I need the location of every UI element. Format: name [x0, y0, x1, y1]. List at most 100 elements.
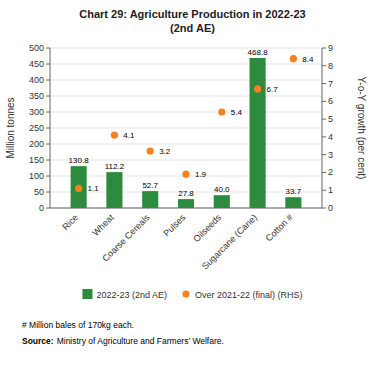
- category-label: Coarse Cereals: [100, 212, 152, 264]
- dot: [111, 132, 118, 139]
- tick-label: 6: [328, 96, 333, 106]
- tick-label: 400: [29, 75, 44, 85]
- tick-mark: [46, 64, 50, 65]
- bar: [214, 195, 230, 208]
- axis-label: Million tonnes: [5, 97, 16, 158]
- dot: [218, 108, 225, 115]
- grid-line: [50, 128, 322, 129]
- tick-label: 7: [328, 79, 333, 89]
- grid-line: [50, 96, 322, 97]
- data-label: 3.2: [159, 147, 171, 156]
- tick-label: 2: [328, 167, 333, 177]
- tick-mark: [46, 96, 50, 97]
- tick-mark: [46, 208, 50, 209]
- tick-mark: [322, 172, 326, 173]
- tick-mark: [322, 83, 326, 84]
- legend-label: Over 2021-22 (final) (RHS): [195, 290, 303, 300]
- axis-line: [322, 48, 323, 208]
- annotation: # Million bales of 170kg each.: [22, 320, 134, 330]
- tick-label: 150: [29, 155, 44, 165]
- annotation-text: Ministry of Agriculture and Farmers’ Wel…: [57, 336, 224, 346]
- grid-line: [50, 80, 322, 81]
- tick-mark: [322, 136, 326, 137]
- tick-mark: [46, 48, 50, 49]
- annotation: Source:Ministry of Agriculture and Farme…: [22, 336, 224, 346]
- data-label: 27.8: [178, 189, 194, 198]
- dot: [182, 171, 189, 178]
- data-label: 33.7: [286, 187, 302, 196]
- dot: [75, 185, 82, 192]
- legend-item: Over 2021-22 (final) (RHS): [182, 290, 302, 300]
- tick-label: 9: [328, 43, 333, 53]
- tick-mark: [46, 144, 50, 145]
- tick-mark: [322, 65, 326, 66]
- grid-line: [50, 64, 322, 65]
- tick-mark: [322, 208, 326, 209]
- tick-mark: [46, 112, 50, 113]
- legend-symbol: [82, 289, 92, 299]
- chart: Chart 29: Agriculture Production in 2022…: [0, 0, 385, 372]
- tick-label: 500: [29, 43, 44, 53]
- marks: [71, 55, 302, 208]
- bar: [106, 172, 122, 208]
- tick-label: 250: [29, 123, 44, 133]
- tick-label: 3: [328, 150, 333, 160]
- tick-label: 300: [29, 107, 44, 117]
- grid-line: [50, 144, 322, 145]
- dot: [254, 85, 261, 92]
- data-label: 1.9: [195, 170, 207, 179]
- bar: [142, 191, 158, 208]
- tick-label: 1: [328, 185, 333, 195]
- annotation-text: # Million bales of 170kg each.: [22, 320, 134, 330]
- dot: [147, 148, 154, 155]
- tick-mark: [322, 190, 326, 191]
- tick-label: 50: [34, 187, 44, 197]
- category-label: Wheat: [90, 212, 116, 238]
- tick-mark: [322, 154, 326, 155]
- tick-label: 5: [328, 114, 333, 124]
- tick-mark: [46, 160, 50, 161]
- category-label: Pulses: [161, 212, 188, 239]
- data-label: 130.8: [69, 156, 90, 165]
- legend-label: 2022-23 (2nd AE): [96, 290, 167, 300]
- title: Chart 29: Agriculture Production in 2022…: [79, 8, 305, 20]
- tick-mark: [322, 101, 326, 102]
- category-label: Rice: [60, 212, 80, 232]
- data-label: 8.4: [302, 55, 314, 64]
- tick-label: 450: [29, 59, 44, 69]
- bar: [178, 199, 194, 208]
- category-label: Sugarcane (Cane): [200, 212, 259, 271]
- tick-mark: [46, 80, 50, 81]
- category-label: Oilseeds: [191, 212, 223, 244]
- tick-label: 4: [328, 132, 333, 142]
- legend: 2022-23 (2nd AE) Over 2021-22 (final) (RH…: [82, 289, 302, 300]
- data-label: 4.1: [123, 131, 135, 140]
- data-label: 6.7: [267, 85, 279, 94]
- data-label: 40.0: [214, 185, 230, 194]
- subtitle: (2nd AE): [170, 22, 215, 34]
- tick-mark: [46, 176, 50, 177]
- legend-symbol: [182, 290, 189, 297]
- data-label: 468.8: [248, 48, 269, 57]
- legend-item: 2022-23 (2nd AE): [82, 289, 167, 300]
- tick-label: 350: [29, 91, 44, 101]
- data-label: 5.4: [231, 108, 243, 117]
- bar: [250, 58, 266, 208]
- tick-mark: [322, 48, 326, 49]
- grid-line: [50, 160, 322, 161]
- data-label: 52.7: [142, 181, 158, 190]
- annotation-label: Source:: [22, 336, 54, 346]
- tick-label: 8: [328, 61, 333, 71]
- axis-line: [50, 48, 51, 208]
- data-label: 1.1: [88, 184, 100, 193]
- axis-label: Y-o-Y growth (per cent): [356, 77, 367, 180]
- tick-label: 200: [29, 139, 44, 149]
- grid-line: [50, 48, 322, 49]
- dot: [290, 55, 297, 62]
- data-label: 112.2: [105, 162, 125, 171]
- bar: [285, 197, 301, 208]
- tick-mark: [46, 192, 50, 193]
- tick-mark: [46, 128, 50, 129]
- tick-label: 0: [328, 203, 333, 213]
- tick-label: 100: [29, 171, 44, 181]
